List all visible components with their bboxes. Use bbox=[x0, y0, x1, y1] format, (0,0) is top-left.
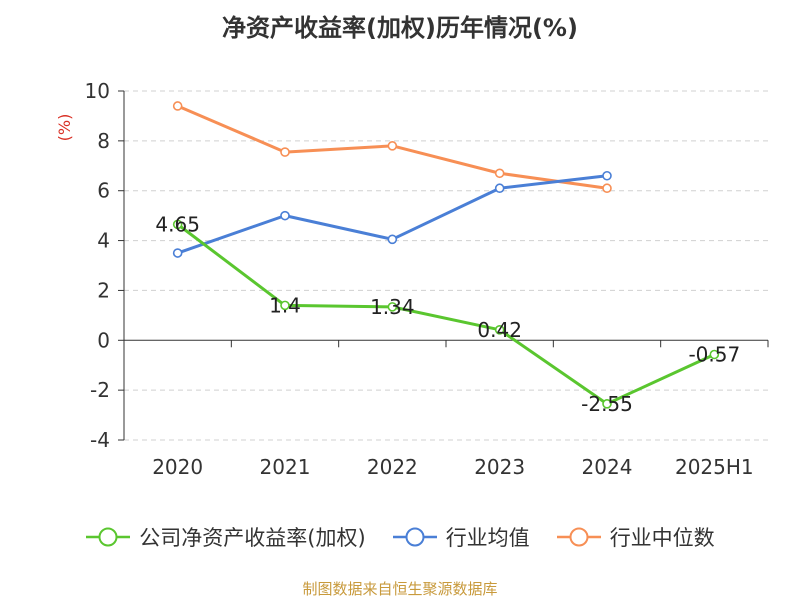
data-point bbox=[387, 234, 398, 245]
data-label: 4.65 bbox=[155, 212, 200, 236]
y-tick-label: 0 bbox=[97, 328, 110, 352]
y-tick-label: -4 bbox=[90, 428, 110, 452]
data-label: 1.4 bbox=[269, 293, 301, 317]
data-point bbox=[280, 210, 290, 221]
legend-swatch-marker bbox=[569, 527, 589, 547]
x-tick-label: 2024 bbox=[582, 455, 633, 479]
x-tick-label: 2023 bbox=[474, 455, 525, 479]
y-tick-label: 4 bbox=[97, 229, 110, 253]
data-point bbox=[709, 349, 720, 360]
data-point bbox=[494, 325, 505, 335]
data-label: 0.42 bbox=[477, 318, 522, 342]
y-tick-label: -2 bbox=[90, 378, 110, 402]
data-point bbox=[172, 248, 183, 258]
data-point bbox=[387, 141, 398, 151]
data-point bbox=[172, 101, 183, 111]
y-tick-label: 6 bbox=[97, 179, 110, 203]
chart-legend: 公司净资产收益率(加权) 行业均值 行业中位数 bbox=[0, 520, 800, 554]
legend-label: 公司净资产收益率(加权) bbox=[139, 526, 366, 550]
legend-swatch-marker bbox=[98, 527, 118, 547]
chart-title: 净资产收益率(加权)历年情况(%) bbox=[222, 14, 578, 42]
data-point bbox=[172, 219, 183, 230]
data-point bbox=[602, 399, 612, 409]
legend-swatch-icon bbox=[392, 527, 437, 547]
x-tick-label: 2022 bbox=[367, 455, 418, 479]
legend-swatch-marker bbox=[405, 527, 425, 547]
y-tick-label: 8 bbox=[97, 129, 110, 153]
legend-swatch-icon bbox=[556, 527, 601, 547]
data-point bbox=[602, 183, 612, 194]
legend-item[interactable]: 行业均值 bbox=[392, 522, 530, 552]
data-point bbox=[602, 170, 612, 181]
x-tick-label: 2020 bbox=[152, 455, 203, 479]
data-label: -2.55 bbox=[581, 392, 633, 416]
data-label: 1.34 bbox=[370, 295, 415, 319]
chart-plot: 10 8 6 4 2 0 -2 -4 2020 2021 2022 2023 2024 2025H1 (%)… bbox=[55, 79, 769, 479]
data-point bbox=[494, 168, 505, 179]
x-tick-label: 2021 bbox=[260, 455, 311, 479]
legend-item[interactable]: 公司净资产收益率(加权) bbox=[85, 522, 366, 552]
legend-swatch-icon bbox=[86, 527, 131, 547]
data-point bbox=[387, 302, 398, 312]
series-line bbox=[176, 223, 715, 406]
legend-item[interactable]: 行业中位数 bbox=[556, 522, 715, 552]
y-tick-label: 10 bbox=[85, 79, 110, 103]
data-point bbox=[494, 183, 505, 194]
data-point bbox=[280, 147, 290, 157]
legend-label: 行业中位数 bbox=[609, 526, 715, 550]
data-point bbox=[280, 300, 290, 311]
y-tick-label: 2 bbox=[97, 278, 110, 302]
y-axis-label: (%) bbox=[55, 114, 74, 142]
data-label: -0.57 bbox=[688, 342, 740, 366]
source-note: 制图数据来自恒生聚源数据库 bbox=[302, 580, 498, 598]
x-tick-label: 2025H1 bbox=[675, 455, 754, 479]
legend-label: 行业均值 bbox=[445, 526, 530, 550]
